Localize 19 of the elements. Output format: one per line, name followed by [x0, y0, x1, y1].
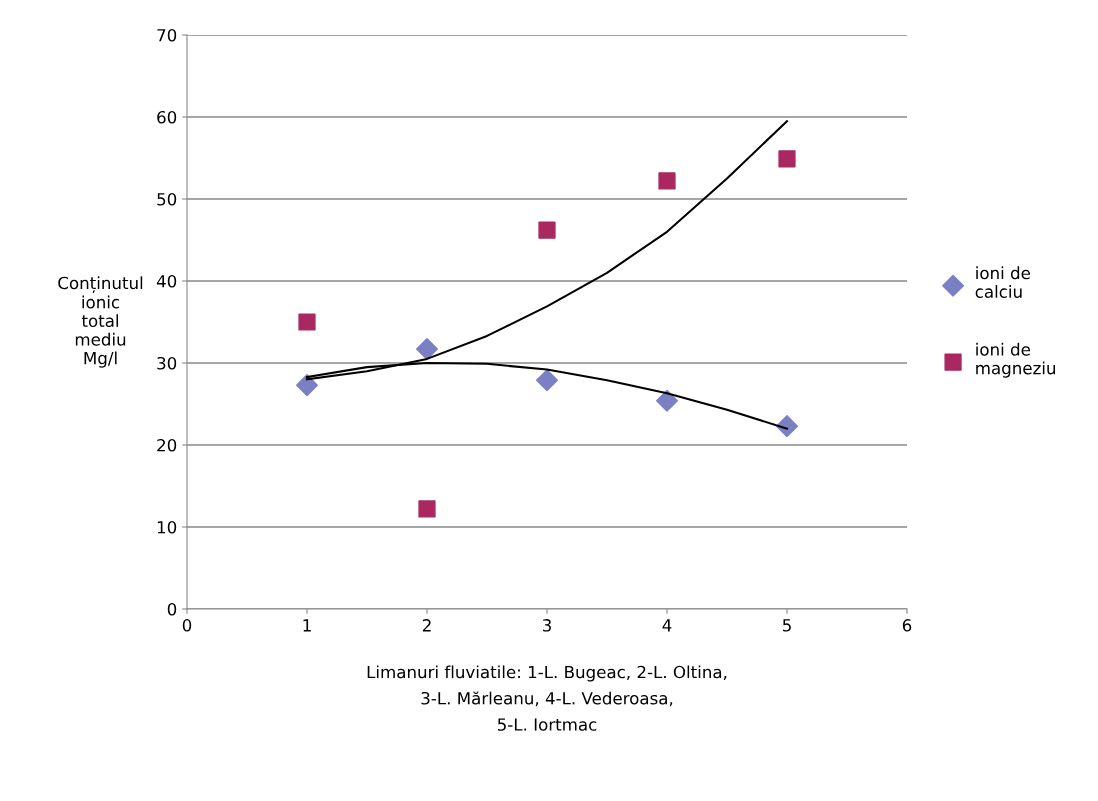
x-tick-label: 0 — [182, 619, 192, 632]
y-tick-label: 50 — [157, 192, 177, 206]
x-tick-label: 4 — [662, 619, 672, 632]
y-tick-label: 10 — [157, 520, 177, 534]
y-tick-label: 0 — [167, 602, 177, 616]
y-tick-label: 60 — [157, 110, 177, 124]
y-tick-label: 40 — [156, 274, 177, 288]
x-tick-label: 2 — [422, 619, 431, 632]
y-tick-label: 70 — [157, 28, 177, 42]
y-axis-title: Conținutul ionic total mediu Mg/l — [58, 276, 143, 368]
y-tick-label: 20 — [157, 438, 177, 452]
x-tick-label: 1 — [303, 619, 311, 632]
legend-label: ioni de magneziu — [976, 342, 1056, 378]
legend-label: ioni de calciu — [975, 266, 1030, 298]
x-tick-label: 3 — [542, 619, 551, 632]
y-tick-label: 30 — [157, 356, 177, 370]
x-tick-label: 6 — [902, 619, 912, 632]
x-axis-title: Limanuri fluviatile: 1-L. Bugeac, 2-L. Oltina, 3-L. Mărleanu, 4-L. Vederoasa, 5-L. Iortmac — [367, 665, 727, 731]
x-tick-label: 5 — [782, 619, 791, 632]
